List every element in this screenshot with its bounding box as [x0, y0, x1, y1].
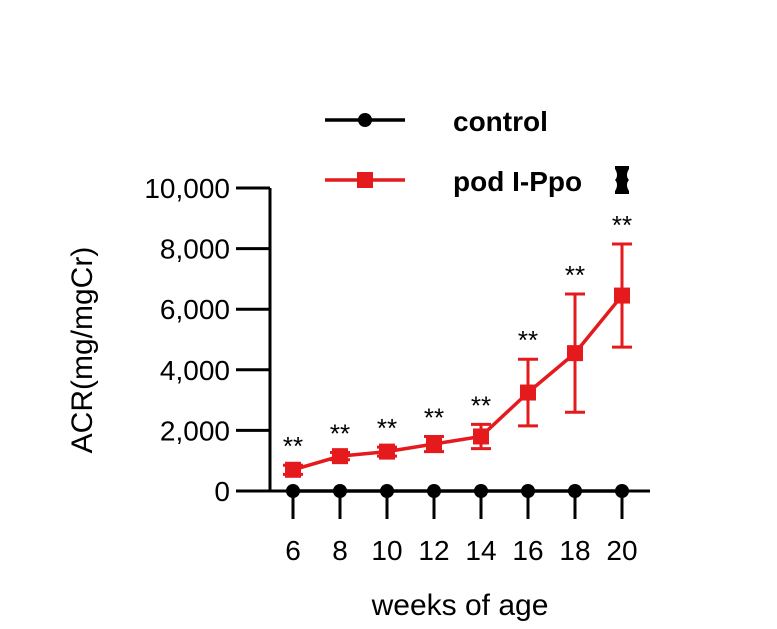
x-tick-label: 20 — [606, 535, 637, 566]
data-point — [332, 448, 348, 465]
legend-marker-control — [358, 113, 372, 127]
significance-label: ** — [330, 419, 350, 449]
x-axis-title: weeks of age — [371, 589, 549, 622]
y-tick-label: 2,000 — [160, 415, 230, 446]
data-point — [426, 436, 442, 453]
legend-marker-pod-i-ppo — [357, 172, 373, 188]
data-point — [379, 443, 395, 460]
data-point — [474, 484, 488, 498]
data-point — [380, 484, 394, 498]
x-tick-label: 10 — [371, 535, 402, 566]
x-tick-label: 6 — [285, 535, 301, 566]
significance-label: ** — [283, 431, 303, 461]
y-tick-label: 0 — [214, 476, 230, 507]
legend-label-pod-i-ppo: pod I-Ppo — [453, 166, 582, 197]
y-tick-label: 4,000 — [160, 355, 230, 386]
data-point — [615, 484, 629, 498]
data-point — [520, 384, 536, 401]
data-point — [473, 428, 489, 445]
x-tick-label: 8 — [332, 535, 348, 566]
y-tick-label: 8,000 — [160, 234, 230, 265]
legend-label-control: control — [453, 106, 548, 137]
data-point — [286, 484, 300, 498]
significance-label: ** — [424, 402, 444, 432]
legend: control pod I-Ppo — [325, 106, 629, 197]
x-tick-label: 14 — [465, 535, 496, 566]
y-tick-label: 6,000 — [160, 294, 230, 325]
data-point — [285, 461, 301, 478]
data-point — [521, 484, 535, 498]
data-point — [427, 484, 441, 498]
significance-label: ** — [518, 325, 538, 355]
y-axis-title: ACR(mg/mgCr) — [66, 247, 99, 454]
chromosome-icon — [615, 166, 629, 194]
y-tick-label: 10,000 — [144, 173, 230, 204]
significance-label: ** — [377, 413, 397, 443]
data-point — [614, 287, 630, 304]
significance-label: ** — [565, 260, 585, 290]
data-point — [568, 484, 582, 498]
series-layer: ** ** ** ** ** ** ** ** — [283, 210, 632, 498]
x-tick-label: 18 — [559, 535, 590, 566]
data-point — [567, 345, 583, 362]
x-tick-label: 12 — [418, 535, 449, 566]
significance-label: ** — [471, 390, 491, 420]
data-point — [333, 484, 347, 498]
axes: 0 2,000 4,000 6,000 8,000 10,000 6 8 10 12 14 16 18 2… — [144, 173, 650, 566]
x-tick-label: 16 — [512, 535, 543, 566]
significance-label: ** — [612, 210, 632, 240]
